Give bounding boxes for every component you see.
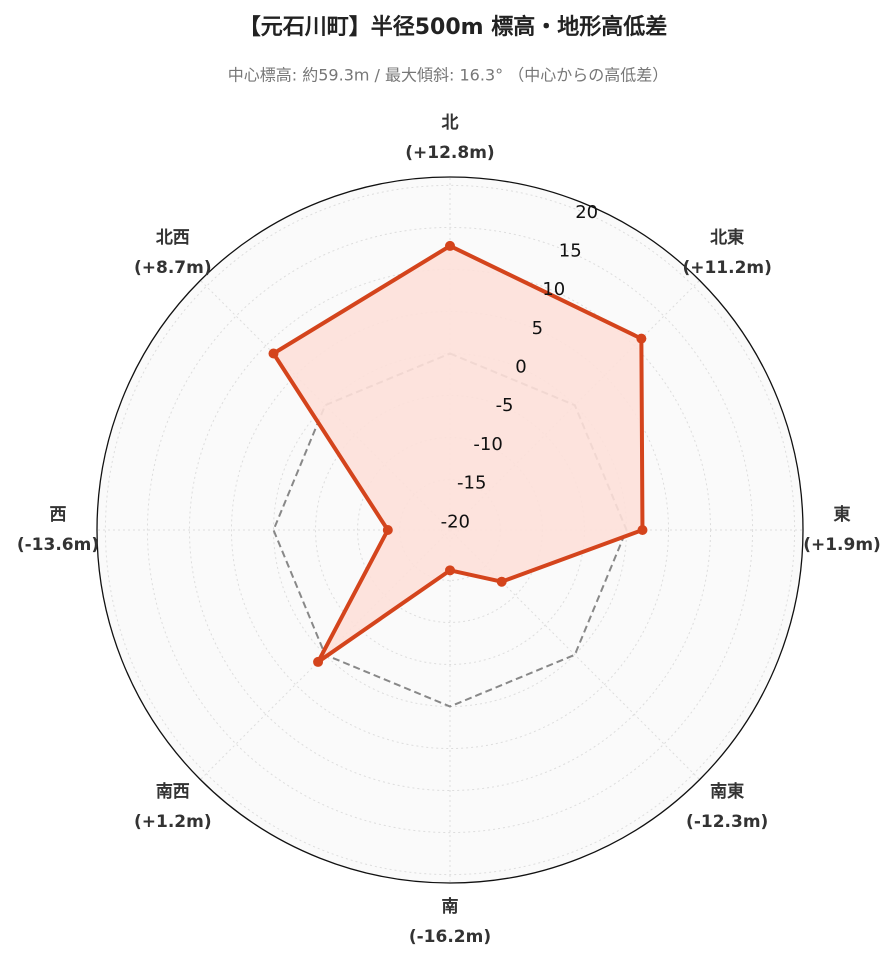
category-label: 北 [442,113,459,133]
data-point [445,565,455,576]
category-label: 北西 [156,228,190,248]
r-tick-label: 10 [542,279,565,300]
r-tick-label: -10 [473,434,502,455]
value-label: (-13.6m) [17,535,99,555]
data-point [637,525,648,535]
r-tick-label: -5 [496,395,514,416]
r-tick-label: 20 [575,202,598,223]
grid-circle [104,184,796,876]
value-label: (-12.3m) [686,812,768,832]
grid-circle [146,226,754,834]
data-point [382,525,393,535]
category-label: 東 [834,504,851,525]
value-label: (-16.2m) [409,927,491,947]
chart-title: 【元石川町】半径500m 標高・地形高低差 [239,14,668,40]
value-label: (+1.2m) [134,812,212,832]
data-point [636,333,647,344]
value-label: (+11.2m) [682,258,771,278]
spoke [449,529,700,780]
r-tick-label: -15 [457,473,486,494]
data-point [445,240,455,251]
data-point [313,656,324,667]
category-label: 西 [50,505,67,525]
category-label: 南東 [710,781,744,802]
r-tick-label: 15 [559,240,582,261]
category-label: 南 [442,896,459,917]
category-label: 南西 [156,781,190,802]
r-tick-label: 0 [515,357,526,378]
data-point [268,348,279,359]
chart-subtitle: 中心標高: 約59.3m / 最大傾斜: 16.3° （中心からの高低差） [228,66,668,85]
outer-circle [96,176,804,884]
category-label: 北東 [710,227,744,248]
value-label: (+8.7m) [134,258,212,278]
data-point [496,576,507,587]
value-label: (+1.9m) [803,535,881,555]
r-tick-label: -20 [441,511,470,532]
value-label: (+12.8m) [405,143,494,163]
grid-circle [230,310,670,750]
r-tick-label: 5 [532,318,543,339]
